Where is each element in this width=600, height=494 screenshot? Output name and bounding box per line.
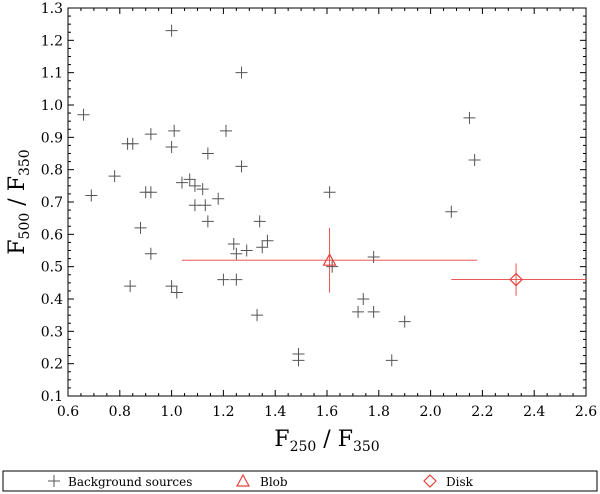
legend-label-background: Background sources <box>68 475 192 489</box>
background-source-point <box>144 128 157 141</box>
background-source-point <box>253 215 266 228</box>
y-tick-label: 0.8 <box>41 163 63 179</box>
y-tick-label: 1.1 <box>41 66 63 82</box>
x-tick-label: 2.0 <box>419 404 441 420</box>
error-bars <box>181 227 586 296</box>
x-tick-label: 2.2 <box>471 404 493 420</box>
y-tick-label: 0.2 <box>41 357 63 373</box>
y-axis-title: F500 / F350 <box>5 149 33 254</box>
y-tick-label: 1.2 <box>41 33 63 49</box>
x-tick-label: 1.4 <box>264 404 286 420</box>
disk-point <box>509 272 523 287</box>
background-source-point <box>256 241 269 254</box>
legend-plus-icon <box>48 475 60 487</box>
background-source-point <box>398 315 411 328</box>
legend-item-disk: Disk <box>423 474 474 489</box>
background-source-point <box>212 192 225 205</box>
blob-point <box>322 252 337 266</box>
background-source-point <box>230 247 243 260</box>
x-tick-label: 1.2 <box>212 404 234 420</box>
background-source-point <box>144 247 157 260</box>
background-source-point <box>126 137 139 150</box>
background-source-point <box>124 280 137 293</box>
y-tick-label: 0.7 <box>41 195 63 211</box>
background-source-point <box>227 238 240 251</box>
background-source-point <box>196 183 209 196</box>
background-source-point <box>251 309 264 322</box>
background-source-point <box>199 199 212 212</box>
background-source-point <box>367 305 380 318</box>
background-source-point <box>352 305 365 318</box>
background-source-point <box>201 215 214 228</box>
x-tick-label: 0.8 <box>109 404 131 420</box>
background-source-point <box>326 260 339 273</box>
y-tick-label: 0.4 <box>41 292 63 308</box>
background-source-point <box>235 66 248 79</box>
background-source-point <box>261 234 274 247</box>
y-tick-label: 1.0 <box>41 98 63 114</box>
background-source-point <box>219 124 232 137</box>
background-source-point <box>445 205 458 218</box>
background-source-point <box>240 244 253 257</box>
legend-triangle-icon <box>235 473 251 487</box>
background-source-point <box>165 280 178 293</box>
x-tick-label: 1.8 <box>368 404 390 420</box>
x-axis-title-sep: / F <box>316 427 353 452</box>
y-axis-title-main: F <box>5 239 30 254</box>
x-tick-label: 1.6 <box>316 404 338 420</box>
legend-item-blob: Blob <box>235 473 288 489</box>
background-source-point <box>175 176 188 189</box>
y-tick-label: 0.3 <box>41 324 63 340</box>
y-tick-label: 0.1 <box>41 389 63 405</box>
legend-diamond-icon <box>423 474 437 488</box>
x-tick-label: 2.6 <box>575 404 597 420</box>
axis-ticks: 0.6 0.8 1.0 1.2 1.4 1.6 1.8 2.0 2.2 2.4 2.6 0.1 0.2 0… <box>41 1 597 420</box>
background-source-point <box>134 221 147 234</box>
legend-box <box>2 470 598 492</box>
data-points <box>77 24 523 367</box>
background-source-point <box>170 286 183 299</box>
background-source-point <box>323 186 336 199</box>
x-axis-title-main: F <box>274 427 289 452</box>
background-source-point <box>168 124 181 137</box>
background-source-point <box>188 199 201 212</box>
background-source-point <box>188 179 201 192</box>
y-tick-label: 0.9 <box>41 130 63 146</box>
background-source-point <box>165 141 178 154</box>
y-axis-title-sub2: 350 <box>17 149 33 176</box>
background-source-point <box>144 186 157 199</box>
background-source-point <box>292 354 305 367</box>
background-source-point <box>201 147 214 160</box>
legend-label-blob: Blob <box>260 475 288 489</box>
background-source-point <box>235 160 248 173</box>
background-source-point <box>463 111 476 124</box>
background-source-point <box>230 273 243 286</box>
legend: Background sources Blob Disk <box>2 470 598 492</box>
x-axis-title-sub2: 350 <box>353 439 380 455</box>
y-tick-label: 1.3 <box>41 1 63 17</box>
legend-label-disk: Disk <box>446 475 474 489</box>
background-source-point <box>108 170 121 183</box>
background-source-point <box>77 108 90 121</box>
legend-item-background-sources: Background sources <box>48 475 192 489</box>
background-source-point <box>357 293 370 305</box>
x-axis-title-sub1: 250 <box>290 439 317 455</box>
y-tick-label: 0.5 <box>41 260 63 276</box>
plot-frame <box>67 7 587 397</box>
y-tick-label: 0.6 <box>41 227 63 243</box>
background-source-point <box>165 24 178 37</box>
x-axis-title: F250 / F350 <box>274 427 379 455</box>
background-source-point <box>183 173 196 186</box>
y-axis-title-sep: / F <box>5 176 30 213</box>
background-source-point <box>85 189 98 202</box>
background-source-point <box>468 153 481 166</box>
background-source-point <box>385 354 398 367</box>
x-tick-label: 0.6 <box>57 404 79 420</box>
background-source-point <box>217 273 230 286</box>
y-axis-title-sub1: 500 <box>17 213 33 240</box>
background-source-point <box>367 250 380 263</box>
x-tick-label: 1.0 <box>160 404 182 420</box>
x-tick-label: 2.4 <box>523 404 545 420</box>
